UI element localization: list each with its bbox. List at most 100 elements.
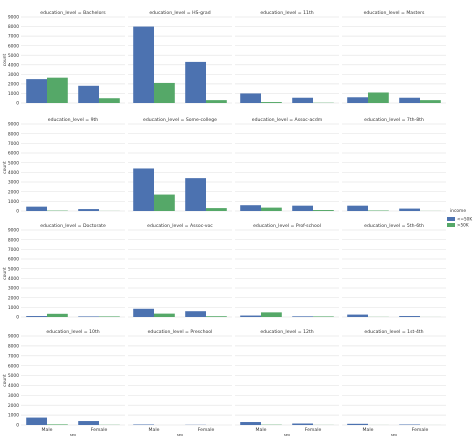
y-tick-label: 1000: [8, 413, 19, 419]
bar-gt50k: [261, 312, 282, 317]
y-tick-label: 0: [16, 209, 19, 215]
y-tick-label: 7000: [8, 34, 19, 40]
bar-le50k: [26, 79, 47, 103]
bar-gt50k: [47, 314, 68, 317]
bar-le50k: [185, 62, 206, 103]
bar-gt50k: [206, 208, 227, 211]
y-tick-label: 4000: [8, 62, 19, 68]
y-axis-label: count: [2, 54, 8, 67]
bar-le50k: [347, 424, 368, 425]
y-tick-label: 0: [16, 315, 19, 321]
bar-le50k: [292, 316, 313, 317]
x-tick-label: Female: [412, 427, 429, 433]
bar-le50k: [240, 422, 261, 425]
facet-title: education_level = Assoc-voc: [147, 223, 213, 229]
facet-title: education_level = 9th: [48, 117, 99, 123]
y-tick-label: 9000: [8, 122, 19, 128]
facet-title: education_level = HS-grad: [149, 10, 210, 16]
bar-gt50k: [154, 83, 175, 103]
y-tick-label: 5000: [8, 160, 19, 166]
y-tick-label: 9000: [8, 228, 19, 234]
x-tick-label: Male: [256, 427, 267, 433]
bar-le50k: [347, 97, 368, 103]
x-axis-label: sex: [391, 433, 398, 437]
y-tick-label: 7000: [8, 353, 19, 359]
facet-title: education_level = Preschool: [148, 329, 213, 335]
bar-gt50k: [420, 100, 441, 103]
y-tick-label: 2000: [8, 189, 19, 195]
y-tick-label: 1000: [8, 91, 19, 97]
legend-swatch: [447, 217, 455, 221]
y-tick-label: 0: [16, 101, 19, 107]
bar-le50k: [399, 98, 420, 103]
y-tick-label: 3000: [8, 72, 19, 78]
bar-le50k: [78, 421, 99, 425]
y-tick-label: 0: [16, 423, 19, 429]
bar-le50k: [292, 206, 313, 211]
bar-le50k: [133, 27, 154, 103]
x-tick-label: Male: [149, 427, 160, 433]
bar-le50k: [26, 418, 47, 425]
x-tick-label: Female: [305, 427, 322, 433]
bar-gt50k: [261, 102, 282, 103]
bar-le50k: [78, 86, 99, 103]
facet-title: education_level = 10th: [46, 329, 99, 335]
y-axis-label: count: [2, 267, 8, 280]
legend-swatch: [447, 223, 455, 227]
facet-title: education_level = Masters: [364, 10, 425, 16]
y-tick-label: 6000: [8, 363, 19, 369]
bar-gt50k: [99, 98, 120, 103]
facet-title: education_level = 11th: [260, 10, 313, 16]
facet-title: education_level = Doctorate: [40, 223, 106, 229]
x-tick-label: Male: [363, 427, 374, 433]
bar-le50k: [26, 207, 47, 211]
y-tick-label: 8000: [8, 237, 19, 243]
bar-gt50k: [206, 316, 227, 317]
bar-le50k: [347, 206, 368, 211]
bar-gt50k: [313, 210, 334, 211]
y-axis-label: count: [2, 161, 8, 174]
x-tick-label: Female: [91, 427, 108, 433]
facet-title: education_level = Bachelors: [40, 10, 106, 16]
facet-title: education_level = 1st-4th: [364, 329, 423, 335]
y-tick-label: 7000: [8, 247, 19, 253]
bar-le50k: [292, 424, 313, 425]
facet-title: education_level = Assoc-acdm: [252, 117, 323, 123]
bar-le50k: [240, 93, 261, 103]
y-tick-label: 3000: [8, 286, 19, 292]
bar-gt50k: [47, 78, 68, 103]
bar-le50k: [347, 315, 368, 317]
y-tick-label: 6000: [8, 257, 19, 263]
y-tick-label: 6000: [8, 43, 19, 49]
y-tick-label: 6000: [8, 151, 19, 157]
y-tick-label: 5000: [8, 373, 19, 379]
y-tick-label: 8000: [8, 131, 19, 137]
x-axis-label: sex: [177, 433, 184, 437]
bar-le50k: [399, 209, 420, 211]
y-tick-label: 3000: [8, 180, 19, 186]
bar-le50k: [185, 178, 206, 211]
y-tick-label: 4000: [8, 276, 19, 282]
y-tick-label: 9000: [8, 334, 19, 340]
bar-le50k: [399, 316, 420, 317]
bar-gt50k: [313, 316, 334, 317]
bar-le50k: [292, 98, 313, 103]
bar-gt50k: [368, 92, 389, 103]
bar-le50k: [185, 311, 206, 317]
bar-le50k: [133, 168, 154, 211]
x-axis-label: sex: [70, 433, 77, 437]
y-tick-label: 9000: [8, 15, 19, 21]
y-tick-label: 5000: [8, 266, 19, 272]
y-tick-label: 4000: [8, 170, 19, 176]
y-tick-label: 2000: [8, 81, 19, 87]
bar-gt50k: [154, 314, 175, 317]
y-axis-label: count: [2, 374, 8, 387]
facet-title: education_level = Some-college: [143, 117, 217, 123]
y-tick-label: 1000: [8, 199, 19, 205]
bar-gt50k: [261, 208, 282, 211]
y-tick-label: 8000: [8, 24, 19, 30]
y-tick-label: 5000: [8, 53, 19, 59]
x-axis-label: sex: [284, 433, 291, 437]
y-tick-label: 7000: [8, 141, 19, 147]
